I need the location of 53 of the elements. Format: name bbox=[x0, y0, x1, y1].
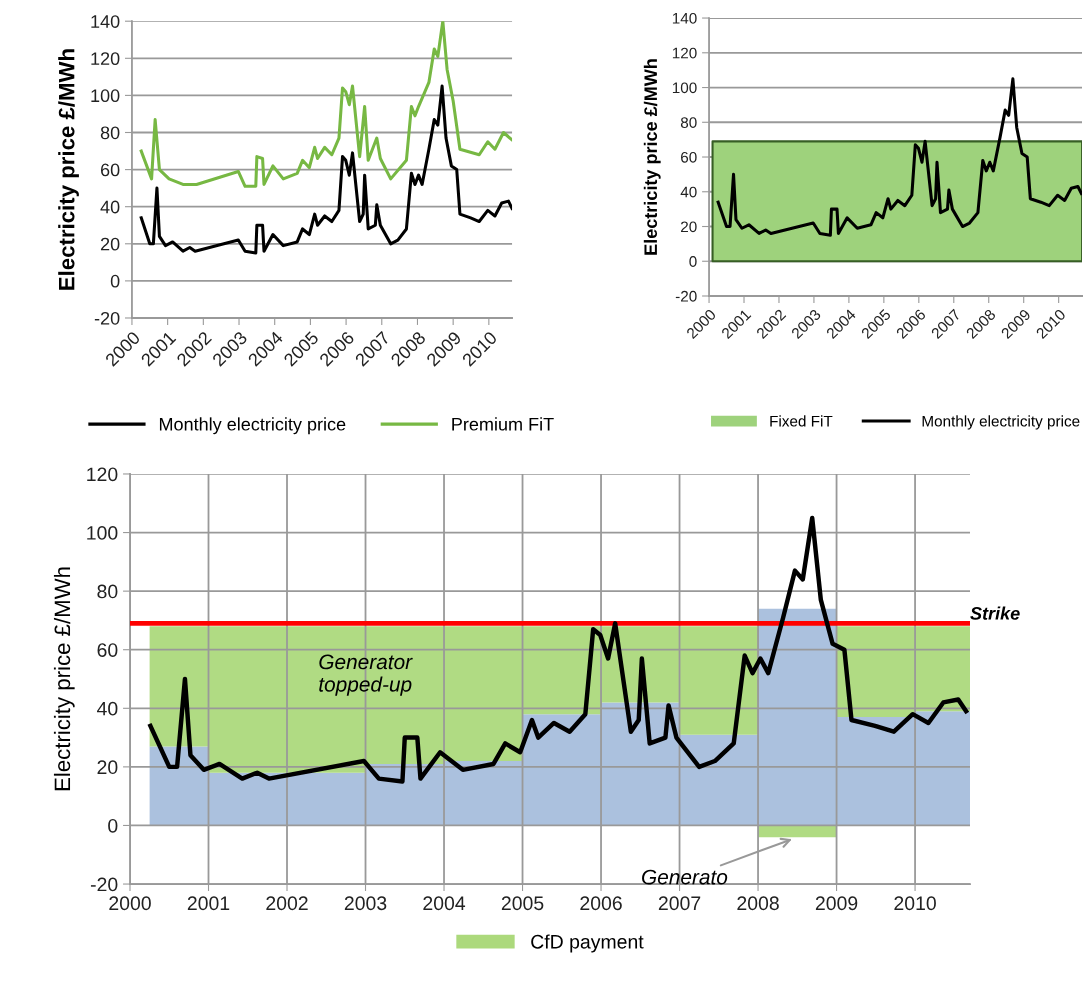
y-tick-label: -20 bbox=[90, 877, 118, 892]
y-axis-title: Electricity price £/MWh bbox=[53, 567, 75, 791]
y-tick-label: 140 bbox=[91, 15, 120, 28]
y-tick-label: 0 bbox=[689, 256, 697, 267]
ref-line-label: Strike bbox=[970, 606, 1020, 620]
y-tick-label: 120 bbox=[87, 467, 118, 482]
y-tick-label: -20 bbox=[675, 290, 697, 302]
x-tick-label: 2007 bbox=[658, 896, 701, 911]
y-tick-label: 120 bbox=[91, 52, 120, 66]
y-tick-label: 60 bbox=[97, 643, 118, 657]
y-tick-label: 40 bbox=[97, 701, 118, 716]
y-tick-label: 60 bbox=[100, 163, 120, 177]
y-tick-label: 100 bbox=[91, 89, 120, 103]
x-tick-label: 2010 bbox=[894, 896, 936, 911]
line-series bbox=[716, 77, 1083, 237]
x-tick-label: 2006 bbox=[580, 896, 622, 911]
x-tick-label: 2008 bbox=[737, 896, 779, 911]
y-tick-label: -20 bbox=[94, 311, 120, 325]
x-tick-label: 2004 bbox=[423, 896, 466, 911]
y-axis-title: Electricity price £/MWh bbox=[643, 59, 661, 255]
x-tick-label: 2003 bbox=[344, 896, 387, 911]
y-axis-title: Electricity price £/MWh bbox=[58, 49, 79, 290]
y-tick-label: 60 bbox=[681, 151, 697, 163]
y-tick-label: 20 bbox=[97, 760, 118, 775]
y-tick-label: 140 bbox=[672, 12, 697, 24]
y-tick-label: 80 bbox=[680, 117, 697, 128]
y-tick-label: 40 bbox=[100, 200, 120, 214]
line-series bbox=[148, 515, 969, 784]
y-tick-label: 80 bbox=[97, 584, 118, 599]
bar bbox=[758, 825, 837, 838]
y-tick-label: 80 bbox=[100, 126, 120, 140]
x-tick-label: 2000 bbox=[109, 896, 151, 911]
y-tick-label: 100 bbox=[87, 526, 118, 540]
legend-label: Monthly electricity price bbox=[159, 417, 346, 435]
y-tick-label: 20 bbox=[100, 237, 120, 251]
annotation: Generator topped-up bbox=[319, 654, 413, 696]
legend-label: Fixed FiT bbox=[770, 415, 833, 427]
legend-label: Premium FiT bbox=[452, 417, 554, 431]
y-tick-label: 40 bbox=[680, 186, 697, 198]
line-series bbox=[139, 84, 513, 255]
x-tick-label: 2001 bbox=[187, 896, 230, 911]
y-tick-label: 120 bbox=[672, 47, 697, 59]
annotation: Generato bbox=[642, 869, 728, 885]
y-tick-label: 20 bbox=[681, 221, 697, 233]
y-tick-label: 0 bbox=[108, 818, 118, 833]
x-tick-label: 2005 bbox=[501, 896, 544, 911]
y-tick-label: 0 bbox=[110, 274, 120, 288]
x-tick-label: 2009 bbox=[815, 896, 858, 911]
y-tick-label: 100 bbox=[672, 82, 697, 94]
legend-label: CfD payment bbox=[531, 934, 644, 953]
x-tick-label: 2002 bbox=[266, 896, 308, 911]
line-series bbox=[139, 21, 513, 188]
legend-label: Monthly electricity price bbox=[922, 415, 1080, 430]
